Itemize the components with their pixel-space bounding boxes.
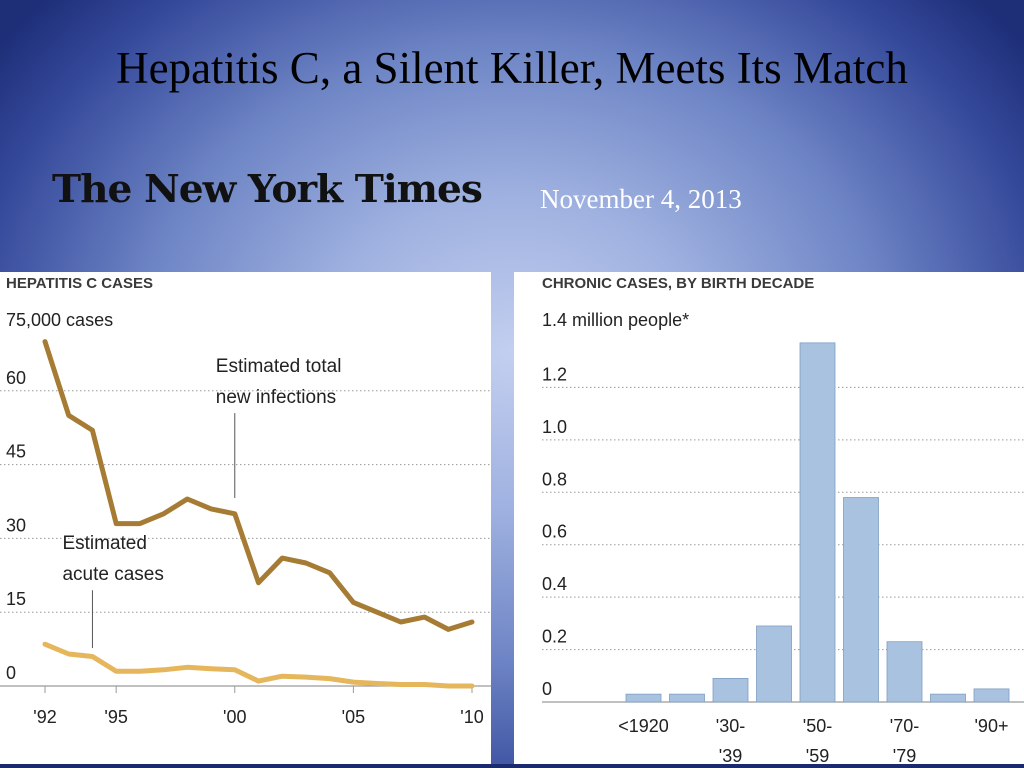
bar-chart-y-tick-label: 1.2 — [542, 364, 567, 384]
total-infections-label: Estimated total — [216, 356, 342, 377]
bar-chart-x-label: '50- — [803, 716, 832, 736]
chronic-cases-chart: CHRONIC CASES, BY BIRTH DECADE 1.4 milli… — [514, 272, 1024, 764]
bar-1950s — [799, 342, 836, 703]
line-chart-x-tick-label: '95 — [104, 707, 127, 727]
line-chart-y-tick-label: 45 — [6, 442, 26, 462]
line-chart-y-tick-label: 60 — [6, 368, 26, 388]
bar-1990s — [973, 688, 1010, 703]
acute-cases-line — [42, 641, 475, 689]
bar-1980s — [930, 693, 966, 703]
line-chart-y-tick-label: 30 — [6, 515, 26, 535]
line-chart-heading: HEPATITIS C CASES — [6, 275, 153, 292]
line-chart-y-tick-label: 15 — [6, 589, 26, 609]
bar-1940s — [756, 625, 792, 703]
bar-chart-x-label: '39 — [719, 746, 742, 764]
line-chart-x-tick-label: '05 — [342, 707, 365, 727]
bar-chart-y-tick-label: 0 — [542, 679, 552, 699]
nyt-logo: The New York Times — [52, 166, 483, 211]
bar-chart-x-label: '70- — [890, 716, 919, 736]
bar-1960s — [843, 497, 879, 703]
slide-date: November 4, 2013 — [540, 184, 742, 214]
slide-bottom-border — [0, 764, 1024, 768]
bar-chart-y-tick-label: 0.4 — [542, 574, 567, 594]
slide-title: Hepatitis C, a Silent Killer, Meets Its … — [116, 43, 908, 93]
line-chart-y-tick-label: 0 — [6, 663, 16, 683]
bar-chart-y-tick-label: 0.2 — [542, 627, 567, 647]
line-chart-x-tick-label: '00 — [223, 707, 246, 727]
acute-cases-label: Estimated — [62, 533, 146, 554]
line-chart-svg: HEPATITIS C CASES 75,000 cases 60 45 30 15 0… — [0, 275, 491, 727]
bar-chart-y-tick-label: 0.6 — [542, 522, 567, 542]
bar-chart-x-label: '30- — [716, 716, 745, 736]
bar-chart-x-label: '79 — [893, 746, 916, 764]
hepatitis-c-cases-chart: HEPATITIS C CASES 75,000 cases 60 45 30 15 0… — [0, 272, 491, 764]
bar-1920 — [625, 693, 662, 703]
bar-chart-x-label: <1920 — [618, 716, 669, 736]
bar-chart-unit-label: 1.4 million people* — [542, 310, 689, 330]
bar-chart-heading: CHRONIC CASES, BY BIRTH DECADE — [542, 275, 814, 292]
bar-1920s — [669, 693, 705, 703]
bar-chart-svg: CHRONIC CASES, BY BIRTH DECADE 1.4 milli… — [542, 275, 1024, 764]
acute-cases-label: acute cases — [62, 564, 163, 585]
bar-chart-x-label: '59 — [806, 746, 829, 764]
bar-chart-y-tick-label: 1.0 — [542, 417, 567, 437]
bar-chart-y-tick-label: 0.8 — [542, 469, 567, 489]
line-chart-unit-label: 75,000 cases — [6, 310, 113, 330]
bar-1930s — [712, 678, 749, 703]
total-infections-label: new infections — [216, 387, 336, 408]
bar-chart-x-label: '90+ — [975, 716, 1009, 736]
line-chart-x-tick-label: '10 — [460, 707, 483, 727]
total-infections-line — [42, 339, 475, 632]
line-chart-x-tick-label: '92 — [33, 707, 56, 727]
bar-1970s — [886, 641, 923, 703]
